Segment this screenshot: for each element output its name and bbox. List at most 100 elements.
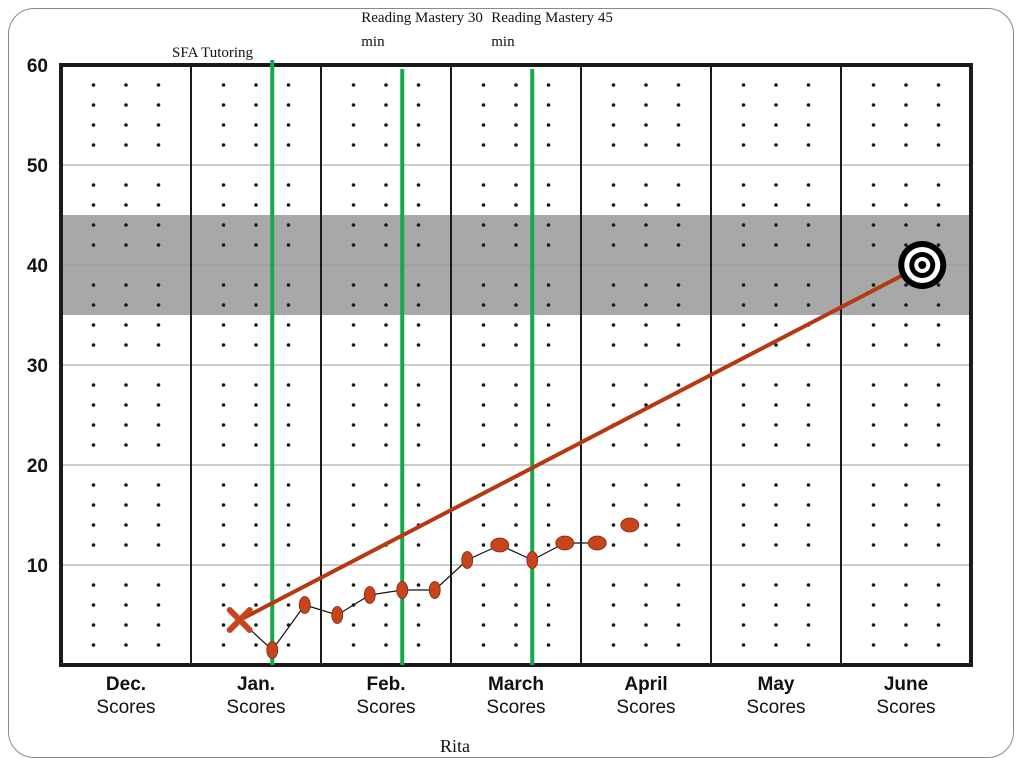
grid-dot (221, 543, 226, 547)
grid-dot (384, 643, 388, 647)
month-sublabel: Scores (876, 697, 935, 718)
grid-dot (936, 543, 941, 547)
grid-dot (676, 143, 681, 147)
grid-dot (871, 603, 876, 607)
grid-dot (936, 83, 941, 87)
grid-dot (91, 583, 96, 587)
grid-dot (644, 483, 648, 487)
grid-dot (644, 523, 648, 527)
y-axis-tick-labels: 10 20 30 40 50 60 (27, 56, 48, 577)
grid-dot (644, 283, 648, 287)
grid-dot (741, 443, 746, 447)
grid-dot (611, 283, 616, 287)
grid-dot (124, 83, 128, 87)
grid-dot (416, 103, 421, 107)
grid-dot (644, 143, 648, 147)
grid-dot (644, 303, 648, 307)
grid-dot (254, 83, 258, 87)
grid-dot (676, 303, 681, 307)
grid-dot (871, 183, 876, 187)
grid-dot (481, 83, 486, 87)
grid-dot (514, 383, 518, 387)
grid-dot (416, 643, 421, 647)
grid-dot (481, 143, 486, 147)
grid-dot (481, 123, 486, 127)
grid-dot (124, 203, 128, 207)
grid-dot (774, 83, 778, 87)
grid-dot (514, 523, 518, 527)
grid-dot (546, 223, 551, 227)
score-data-point (266, 641, 279, 659)
grid-dot (644, 323, 648, 327)
grid-dot (774, 343, 778, 347)
grid-dot (546, 323, 551, 327)
grid-dot (481, 383, 486, 387)
grid-dot (221, 443, 226, 447)
grid-dot (774, 623, 778, 627)
y-tick-label-50: 50 (27, 156, 48, 177)
grid-dot (124, 143, 128, 147)
goal-target-ring (918, 261, 927, 269)
grid-dot (221, 623, 226, 627)
grid-dot (481, 323, 486, 327)
grid-dot (904, 303, 908, 307)
grid-dot (514, 143, 518, 147)
grid-dot (286, 183, 291, 187)
grid-dot (936, 603, 941, 607)
grid-dot (91, 303, 96, 307)
grid-dot (806, 503, 811, 507)
grid-dot (904, 583, 908, 587)
grid-dot (481, 443, 486, 447)
grid-dot (871, 283, 876, 287)
grid-dot (156, 403, 161, 407)
grid-dot (124, 423, 128, 427)
grid-dot (416, 143, 421, 147)
grid-dot (221, 103, 226, 107)
grid-dot (936, 403, 941, 407)
grid-dot (871, 523, 876, 527)
grid-dot (546, 423, 551, 427)
grid-dot (254, 283, 258, 287)
grid-dot (416, 443, 421, 447)
grid-dot (546, 143, 551, 147)
grid-dot (416, 223, 421, 227)
grid-dot (254, 443, 258, 447)
grid-dot (416, 323, 421, 327)
grid-dot (546, 503, 551, 507)
grid-dot (124, 103, 128, 107)
grid-dot (156, 243, 161, 247)
grid-dot (741, 223, 746, 227)
grid-dot (806, 183, 811, 187)
grid-dot (611, 643, 616, 647)
grid-dot (254, 603, 258, 607)
grid-dot (221, 343, 226, 347)
grid-dot (644, 623, 648, 627)
grid-dot (514, 623, 518, 627)
grid-dot (254, 583, 258, 587)
grid-dot (741, 603, 746, 607)
grid-dot (156, 583, 161, 587)
baseline-x-marker (226, 607, 253, 633)
grid-dot (741, 623, 746, 627)
grid-dot (351, 643, 356, 647)
grid-dot (676, 583, 681, 587)
grid-dot (774, 243, 778, 247)
grid-dot (384, 223, 388, 227)
score-data-point (331, 606, 344, 624)
grid-dot (676, 103, 681, 107)
grid-dot (676, 403, 681, 407)
grid-dot (774, 323, 778, 327)
grid-dot (514, 83, 518, 87)
grid-dot (644, 223, 648, 227)
plot-border (59, 63, 973, 667)
grid-dot (774, 643, 778, 647)
grid-dot (904, 183, 908, 187)
score-data-point (298, 596, 311, 614)
grid-dot (286, 543, 291, 547)
grid-dot (91, 243, 96, 247)
grid-dot (806, 123, 811, 127)
horizontal-gridlines (61, 164, 971, 566)
grid-dot (91, 83, 96, 87)
grid-dot (351, 243, 356, 247)
grid-dot (254, 143, 258, 147)
